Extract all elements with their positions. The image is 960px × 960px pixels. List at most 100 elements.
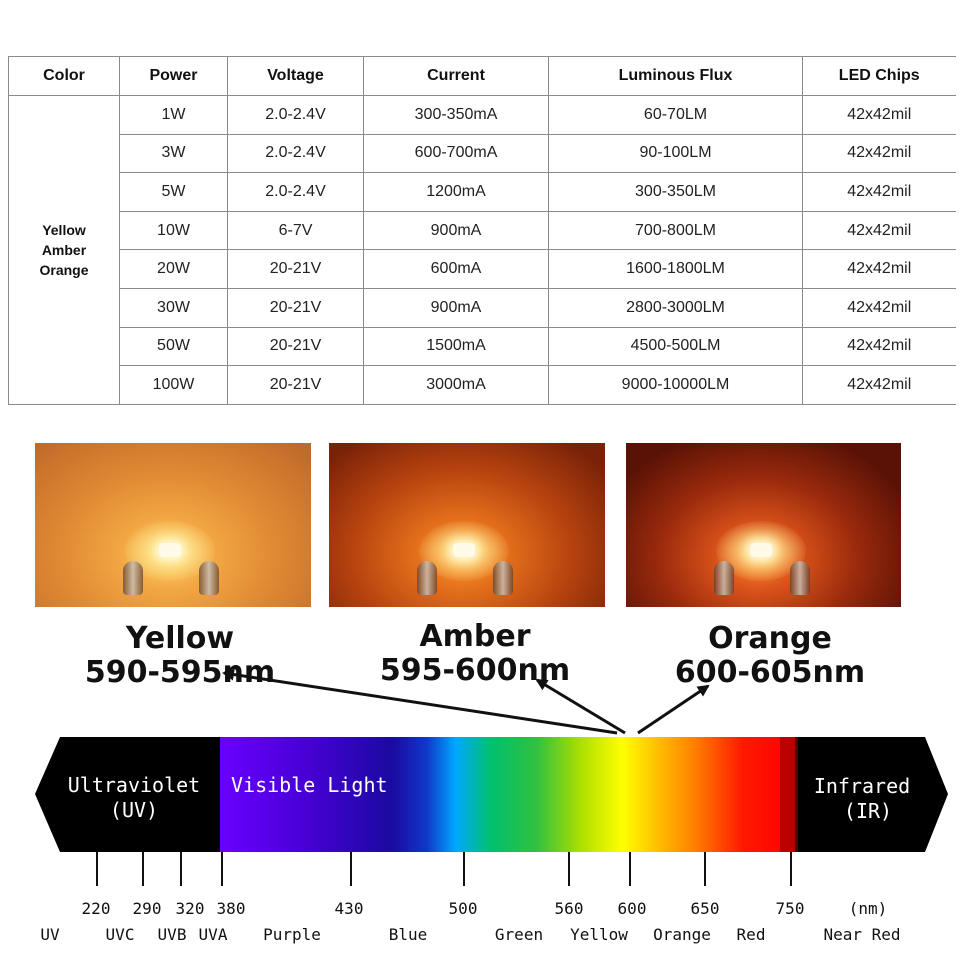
tick-mark <box>142 852 144 886</box>
orange-name: Orange <box>708 621 832 656</box>
cell-current: 300-350mA <box>363 95 549 135</box>
uv-label: Ultraviolet <box>68 773 200 797</box>
led-solder-pad <box>123 561 143 595</box>
cell-current: 3000mA <box>363 365 549 405</box>
band-uvb: UVB <box>157 925 187 944</box>
led-chip <box>159 543 181 558</box>
table-header-row: Color Power Voltage Current Luminous Flu… <box>8 56 956 96</box>
cell-current: 1500mA <box>363 326 549 367</box>
header-led-chips: LED Chips <box>802 56 956 96</box>
led-spec-table: Color Power Voltage Current Luminous Flu… <box>8 56 956 405</box>
tick-mark <box>629 852 631 886</box>
cell-flux: 9000-10000LM <box>548 365 803 405</box>
cell-flux: 90-100LM <box>548 133 803 174</box>
tick-label: 290 <box>132 899 162 918</box>
cell-power: 10W <box>119 210 228 251</box>
cell-chips: 42x42mil <box>802 365 956 405</box>
cell-flux: 300-350LM <box>548 172 803 212</box>
led-chip <box>749 543 772 558</box>
cell-power: 1W <box>119 95 228 135</box>
color-amber: Amber <box>41 241 87 258</box>
table-row: 10W 6-7V 900mA 700-800LM 42x42mil <box>9 210 956 251</box>
tick-mark <box>704 852 706 886</box>
yellow-led-photo <box>35 443 311 607</box>
cell-flux: 700-800LM <box>548 210 803 251</box>
cell-current: 900mA <box>363 210 549 251</box>
orange-range: 600-605nm <box>674 655 866 690</box>
cell-voltage: 20-21V <box>227 287 364 328</box>
led-solder-pad <box>790 561 810 595</box>
tick-mark <box>463 852 465 886</box>
cell-power: 3W <box>119 133 228 174</box>
uv-sub-label: (UV) <box>110 798 158 822</box>
header-luminous-flux: Luminous Flux <box>548 56 803 96</box>
cell-flux: 4500-500LM <box>548 326 803 367</box>
led-chip <box>453 543 475 558</box>
cell-chips: 42x42mil <box>802 249 956 289</box>
table-row: 100W 20-21V 3000mA 9000-10000LM 42x42mil <box>9 365 956 405</box>
yellow-name: Yellow <box>125 621 235 656</box>
cell-current: 600-700mA <box>363 133 549 174</box>
table-row: 50W 20-21V 1500mA 4500-500LM 42x42mil <box>9 326 956 367</box>
band-red: Red <box>736 925 766 944</box>
band-uv: UV <box>40 925 60 944</box>
cell-voltage: 20-21V <box>227 326 364 367</box>
led-solder-pad <box>417 561 437 595</box>
color-orange: Orange <box>39 261 89 278</box>
orange-led-photo <box>626 443 901 607</box>
led-solder-pad <box>199 561 219 595</box>
cell-power: 50W <box>119 326 228 367</box>
header-color: Color <box>8 56 120 96</box>
tick-label: 650 <box>690 899 720 918</box>
unit-label: (nm) <box>848 899 888 918</box>
cell-current: 1200mA <box>363 172 549 212</box>
tick-label: 220 <box>81 899 111 918</box>
color-yellow: Yellow <box>42 221 86 238</box>
amber-led-photo <box>329 443 605 607</box>
tick-label: 600 <box>617 899 647 918</box>
header-current: Current <box>363 56 549 96</box>
cell-voltage: 20-21V <box>227 249 364 289</box>
cell-power: 5W <box>119 172 228 212</box>
band-near-red: Near Red <box>823 925 901 944</box>
band-green: Green <box>494 925 544 944</box>
led-solder-pad <box>493 561 513 595</box>
tick-mark <box>221 852 223 886</box>
band-blue: Blue <box>388 925 428 944</box>
tick-mark <box>180 852 182 886</box>
band-uva: UVA <box>198 925 228 944</box>
color-group-cell: Yellow Amber Orange <box>8 95 120 405</box>
ir-sub-label: (IR) <box>844 799 892 823</box>
cell-flux: 2800-3000LM <box>548 287 803 328</box>
table-row: Yellow Amber Orange 1W 2.0-2.4V 300-350m… <box>8 95 956 405</box>
tick-label: 380 <box>216 899 246 918</box>
cell-chips: 42x42mil <box>802 172 956 212</box>
cell-voltage: 6-7V <box>227 210 364 251</box>
band-purple: Purple <box>263 925 321 944</box>
band-orange: Orange <box>653 925 711 944</box>
cell-chips: 42x42mil <box>802 326 956 367</box>
cell-power: 30W <box>119 287 228 328</box>
header-power: Power <box>119 56 228 96</box>
table-row: 3W 2.0-2.4V 600-700mA 90-100LM 42x42mil <box>9 133 956 174</box>
ir-label: Infrared <box>814 774 910 798</box>
table-row: 20W 20-21V 600mA 1600-1800LM 42x42mil <box>9 249 956 289</box>
table-row: 5W 2.0-2.4V 1200mA 300-350LM 42x42mil <box>9 172 956 212</box>
tick-mark <box>568 852 570 886</box>
visible-spectrum-band <box>220 737 795 852</box>
orange-label: Orange 600-605nm <box>650 622 890 690</box>
band-yellow: Yellow <box>570 925 628 944</box>
tick-mark <box>96 852 98 886</box>
visible-right-fade <box>780 737 798 852</box>
visible-light-label: Visible Light <box>231 773 388 797</box>
tick-label: 430 <box>334 899 364 918</box>
band-uvc: UVC <box>105 925 135 944</box>
led-solder-pad <box>714 561 734 595</box>
tick-label: 750 <box>775 899 805 918</box>
cell-flux: 1600-1800LM <box>548 249 803 289</box>
tick-mark <box>350 852 352 886</box>
table-row: 30W 20-21V 900mA 2800-3000LM 42x42mil <box>9 287 956 328</box>
cell-chips: 42x42mil <box>802 133 956 174</box>
cell-voltage: 2.0-2.4V <box>227 133 364 174</box>
